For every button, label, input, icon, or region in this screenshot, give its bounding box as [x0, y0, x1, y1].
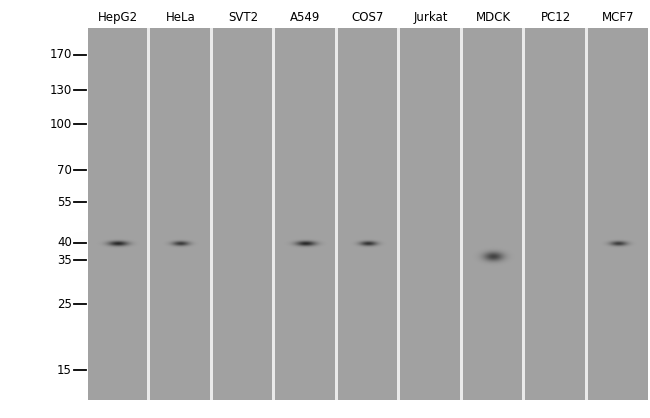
Text: PC12: PC12	[541, 11, 571, 24]
Text: 100: 100	[50, 117, 72, 130]
Text: HepG2: HepG2	[98, 11, 138, 24]
Text: COS7: COS7	[352, 11, 384, 24]
Text: 35: 35	[57, 253, 72, 267]
Text: Jurkat: Jurkat	[413, 11, 448, 24]
Text: 170: 170	[49, 48, 72, 61]
Text: 40: 40	[57, 237, 72, 250]
Text: 70: 70	[57, 163, 72, 176]
Text: 55: 55	[57, 196, 72, 209]
Text: 15: 15	[57, 364, 72, 377]
Text: HeLa: HeLa	[166, 11, 195, 24]
Text: MDCK: MDCK	[476, 11, 511, 24]
Text: 130: 130	[50, 84, 72, 97]
Text: MCF7: MCF7	[602, 11, 634, 24]
Text: 25: 25	[57, 298, 72, 311]
Text: A549: A549	[291, 11, 320, 24]
Text: SVT2: SVT2	[228, 11, 258, 24]
